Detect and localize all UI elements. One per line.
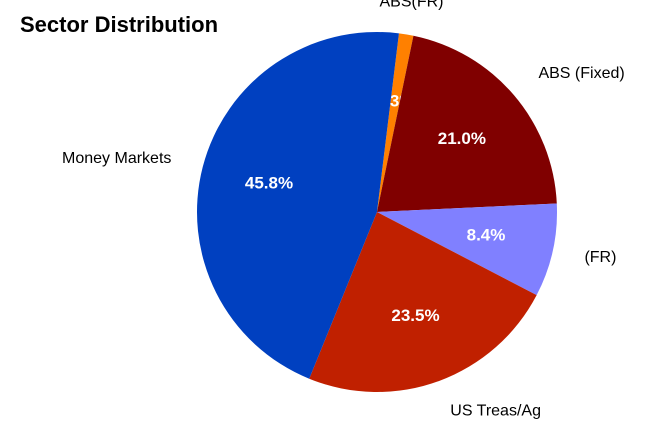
value-label: 23.5% [391,306,439,325]
chart-title: Sector Distribution [20,12,218,37]
pie-slice [309,212,537,392]
category-label: Money Markets [62,150,171,167]
value-label: 8.4% [467,225,506,244]
value-label: 21.0% [438,129,486,148]
category-label: ABS(FR) [379,0,443,11]
category-label: ABS (Fixed) [538,65,624,82]
pie-slice [197,32,399,379]
pie-slice [377,35,557,212]
pie-slice [377,203,557,296]
category-label: (FR) [584,249,616,266]
value-label: 45.8% [245,173,293,192]
category-label: US Treas/Ag [450,403,541,420]
pie-slice [377,33,414,213]
